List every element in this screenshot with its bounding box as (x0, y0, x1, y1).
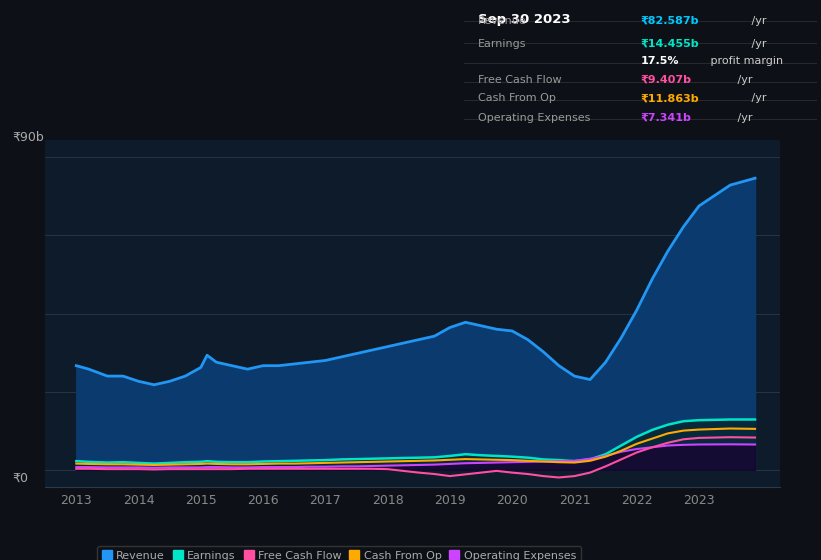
Text: ₹90b: ₹90b (12, 130, 44, 144)
Text: ₹14.455b: ₹14.455b (640, 39, 699, 49)
Text: profit margin: profit margin (708, 56, 783, 66)
Text: Sep 30 2023: Sep 30 2023 (478, 13, 571, 26)
Text: /yr: /yr (748, 16, 766, 26)
Text: /yr: /yr (748, 39, 766, 49)
Text: Cash From Op: Cash From Op (478, 94, 556, 103)
Text: ₹11.863b: ₹11.863b (640, 94, 699, 103)
Text: ₹7.341b: ₹7.341b (640, 113, 691, 123)
Text: Earnings: Earnings (478, 39, 526, 49)
Text: Revenue: Revenue (478, 16, 527, 26)
Text: 17.5%: 17.5% (640, 56, 679, 66)
Text: Operating Expenses: Operating Expenses (478, 113, 590, 123)
Text: /yr: /yr (734, 113, 753, 123)
Text: /yr: /yr (734, 75, 753, 85)
Text: ₹82.587b: ₹82.587b (640, 16, 699, 26)
Text: ₹9.407b: ₹9.407b (640, 75, 691, 85)
Text: Free Cash Flow: Free Cash Flow (478, 75, 562, 85)
Legend: Revenue, Earnings, Free Cash Flow, Cash From Op, Operating Expenses: Revenue, Earnings, Free Cash Flow, Cash … (98, 546, 580, 560)
Text: /yr: /yr (748, 94, 766, 103)
Text: ₹0: ₹0 (12, 472, 28, 486)
